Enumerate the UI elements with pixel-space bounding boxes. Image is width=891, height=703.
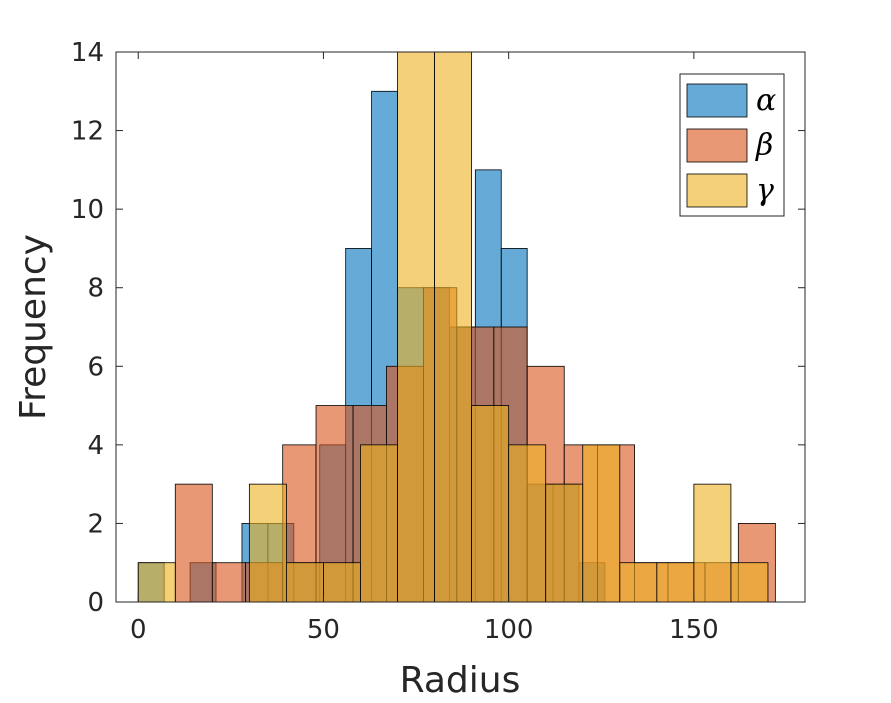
bar-series-2-bin-13 [693,483,732,603]
legend-label-1: β [755,128,773,163]
axes-box [115,51,806,603]
legend-swatch-0 [686,83,748,118]
y-tick-label-2: 4 [87,431,104,461]
bar-series-2-bin-14 [730,562,769,603]
y-axis-label: Frequency [13,234,54,420]
y-tick-label-5: 10 [71,195,104,225]
bar-series-2-bin-2 [285,562,324,603]
x-axis-label: Radius [400,660,521,701]
bar-series-2-bin-8 [508,444,547,603]
bar-series-2-bin-7 [471,405,510,603]
y-tick-label-4: 8 [87,274,104,304]
bar-series-2-bin-9 [545,483,584,603]
bar-series-2-bin-1 [248,483,287,603]
y-tick-label-7: 14 [71,38,104,68]
y-tick-label-3: 6 [87,352,104,382]
legend-swatch-2 [686,173,748,208]
bar-series-1-bin-1 [211,562,247,603]
legend: αβγ [679,73,785,217]
bar-series-2-bin-10 [582,444,621,603]
bars-layer [137,51,776,603]
bar-series-2-bin-11 [619,562,658,603]
y-tick-label-0: 0 [87,588,104,618]
bar-series-2-bin-3 [323,562,361,603]
x-tick-label-2: 100 [484,615,534,645]
bar-series-2-bin-0 [137,562,176,603]
legend-label-2: γ [756,173,774,208]
y-tick-label-1: 2 [87,509,104,539]
legend-label-0: α [756,83,776,118]
bar-series-2-bin-6 [434,51,473,603]
x-tick-label-3: 150 [669,615,719,645]
x-tick-label-0: 0 [130,615,147,645]
bar-series-2-bin-4 [360,444,398,603]
bar-series-2-bin-5 [397,51,435,603]
axes-layer: 0 50 100 150 0 2 4 6 8 10 12 14 [71,38,806,645]
bar-series-2-bin-12 [656,562,695,603]
bar-series-1-bin-0 [174,483,213,603]
legend-swatch-1 [686,128,748,163]
x-tick-label-1: 50 [307,615,340,645]
y-tick-label-6: 12 [71,117,104,147]
